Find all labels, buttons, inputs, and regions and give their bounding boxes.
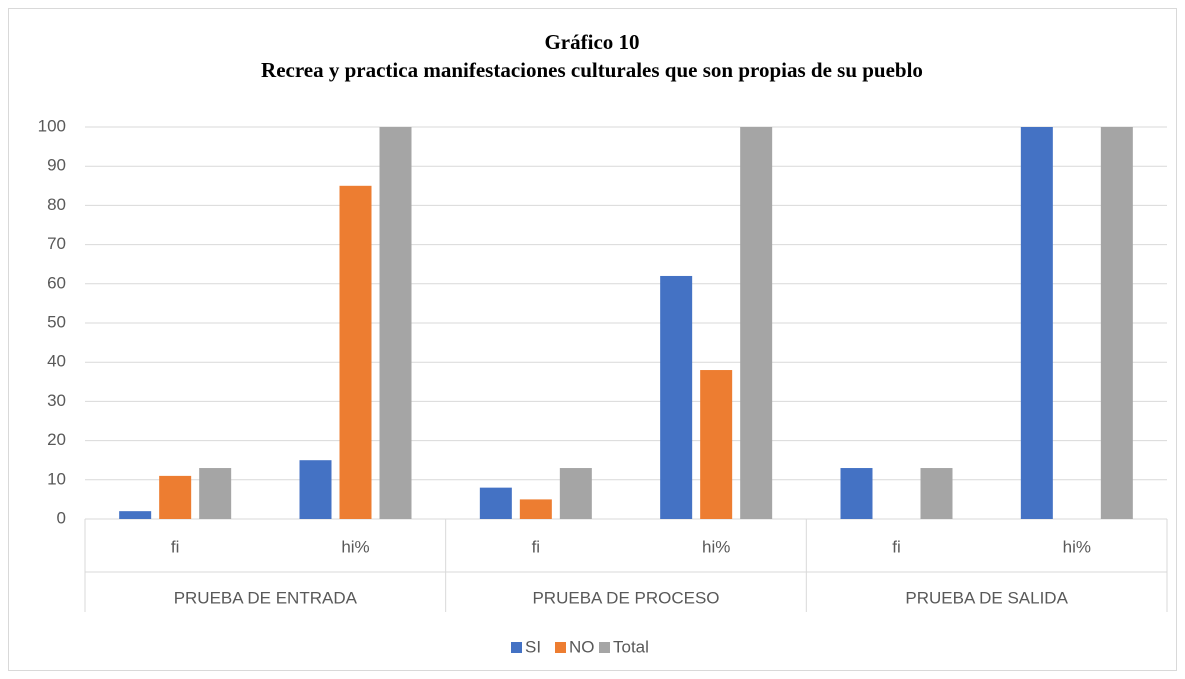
bar xyxy=(379,127,412,519)
legend-swatch xyxy=(511,642,522,653)
bar xyxy=(920,468,953,519)
y-tick-label: 90 xyxy=(47,156,66,175)
x-tick-label: fi xyxy=(171,537,180,556)
legend-label: SI xyxy=(525,637,541,656)
bar xyxy=(339,185,372,520)
chart-border xyxy=(8,8,1177,671)
y-tick-label: 50 xyxy=(47,312,66,331)
x-tick-label: hi% xyxy=(1063,537,1091,556)
group-label: PRUEBA DE ENTRADA xyxy=(174,588,358,607)
bar xyxy=(199,468,232,519)
bar xyxy=(1020,127,1053,519)
y-tick-label: 70 xyxy=(47,234,66,253)
bar xyxy=(479,487,512,519)
bar xyxy=(159,475,192,519)
chart-subtitle: Recrea y practica manifestaciones cultur… xyxy=(261,58,923,82)
bar xyxy=(299,460,332,519)
y-tick-label: 100 xyxy=(38,116,66,135)
x-tick-label: hi% xyxy=(341,537,369,556)
bar xyxy=(660,275,693,519)
y-tick-label: 0 xyxy=(57,508,66,527)
legend-label: NO xyxy=(569,637,595,656)
y-tick-label: 30 xyxy=(47,391,66,410)
legend-swatch xyxy=(599,642,610,653)
x-tick-label: fi xyxy=(892,537,901,556)
legend-label: Total xyxy=(613,637,649,656)
y-tick-label: 20 xyxy=(47,430,66,449)
bar xyxy=(840,468,873,519)
bar xyxy=(519,499,552,519)
bar xyxy=(119,511,152,519)
x-tick-label: fi xyxy=(532,537,541,556)
group-label: PRUEBA DE PROCESO xyxy=(532,588,719,607)
legend-swatch xyxy=(555,642,566,653)
group-label: PRUEBA DE SALIDA xyxy=(905,588,1068,607)
y-tick-label: 60 xyxy=(47,273,66,292)
y-tick-label: 40 xyxy=(47,352,66,371)
bar xyxy=(1100,127,1133,519)
y-tick-label: 80 xyxy=(47,195,66,214)
bar xyxy=(559,468,592,519)
chart-title: Gráfico 10 xyxy=(544,30,639,54)
y-tick-label: 10 xyxy=(47,469,66,488)
x-tick-label: hi% xyxy=(702,537,730,556)
bar xyxy=(700,370,733,519)
bar xyxy=(740,127,773,519)
